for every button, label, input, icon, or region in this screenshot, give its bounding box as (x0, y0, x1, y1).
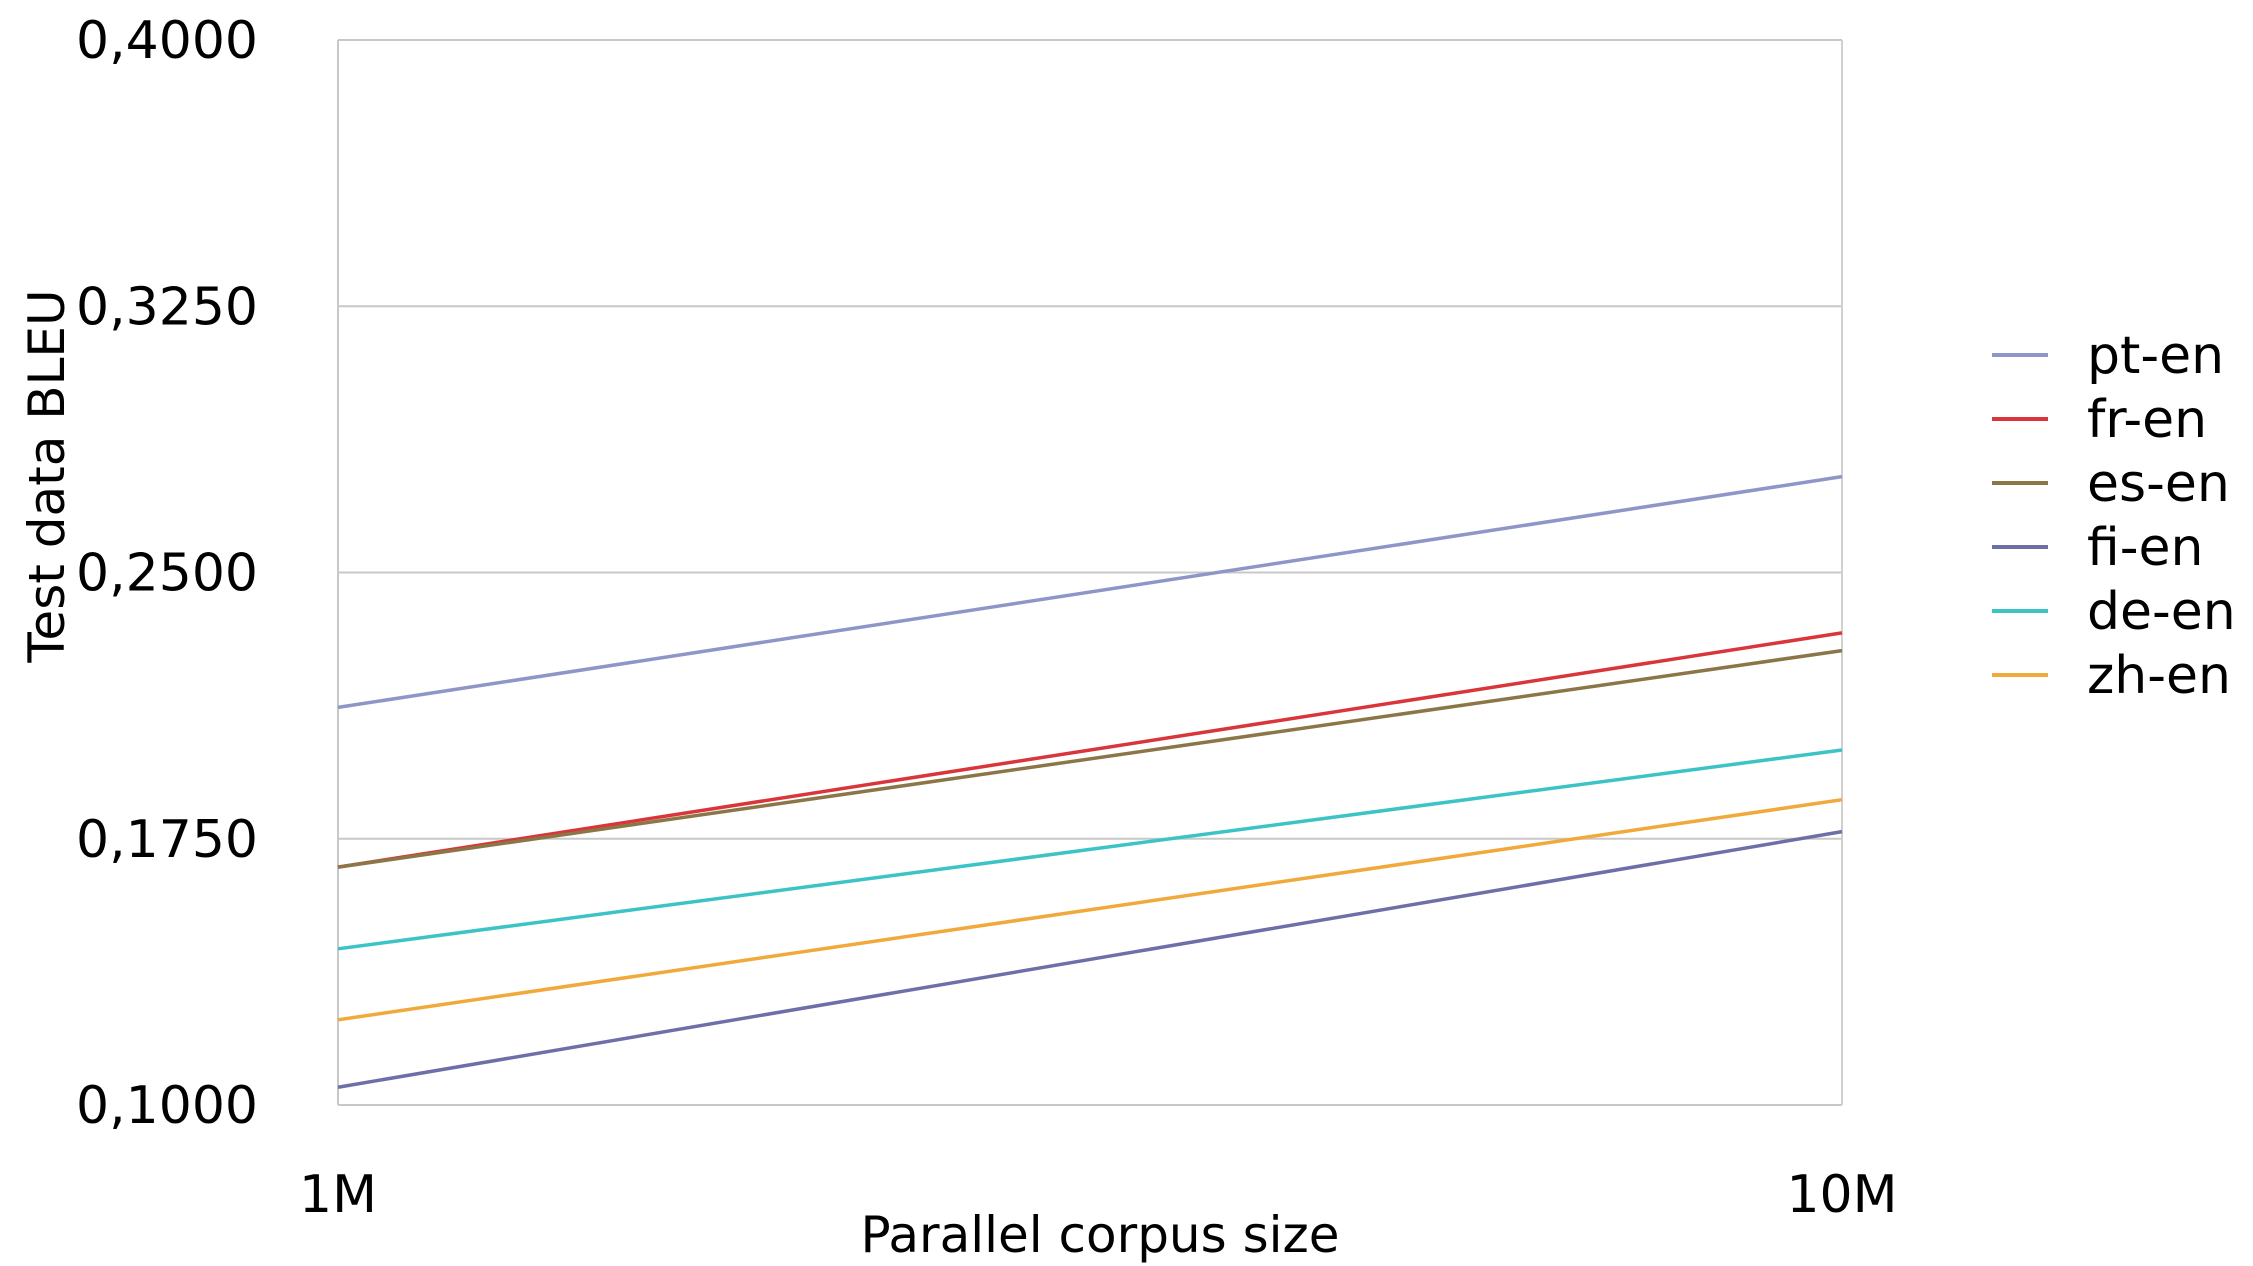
x-axis-label: Parallel corpus size (860, 1206, 1339, 1264)
y-axis-label: Test data BLEU (18, 289, 76, 663)
x-tick-label: 10M (1786, 1165, 1897, 1225)
series-line-es-en (337, 648, 1843, 869)
legend-label-de-en: de-en (2087, 582, 2236, 642)
legend-label-es-en: es-en (2087, 454, 2230, 514)
series-line-pt-en (337, 474, 1843, 710)
series-line-de-en (337, 748, 1843, 951)
series-line-fr-en (337, 631, 1843, 869)
gridlines (338, 39, 1842, 1106)
y-tick-label: 0,1000 (76, 1076, 258, 1136)
series-lines (337, 474, 1843, 1089)
y-tick-label: 0,3250 (76, 277, 258, 337)
legend-label-pt-en: pt-en (2087, 326, 2224, 386)
legend-label-zh-en: zh-en (2087, 646, 2231, 706)
legend-label-fr-en: fr-en (2087, 390, 2207, 450)
x-tick-label: 1M (299, 1165, 377, 1225)
y-tick-label: 0,4000 (76, 11, 258, 71)
legend-label-fi-en: fi-en (2087, 518, 2203, 578)
series-line-zh-en (337, 797, 1843, 1022)
series-line-fi-en (337, 829, 1843, 1089)
y-tick-label: 0,1750 (76, 810, 258, 870)
y-tick-labels: 0,4000 0,3250 0,2500 0,1750 0,1000 (76, 11, 258, 1136)
x-tick-labels: 1M 10M (299, 1165, 1898, 1225)
y-tick-label: 0,2500 (76, 544, 258, 604)
